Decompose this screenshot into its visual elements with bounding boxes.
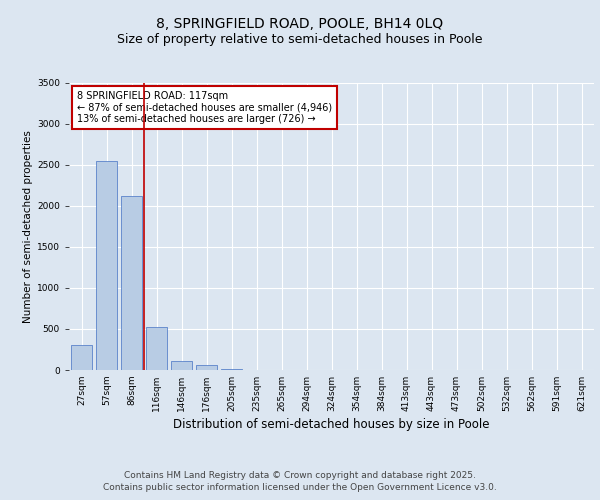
Bar xyxy=(146,328,167,370)
Bar xyxy=(96,160,117,370)
Bar xyxy=(71,346,92,370)
Bar xyxy=(196,365,217,370)
Text: 8 SPRINGFIELD ROAD: 117sqm
← 87% of semi-detached houses are smaller (4,946)
13%: 8 SPRINGFIELD ROAD: 117sqm ← 87% of semi… xyxy=(77,91,332,124)
Bar xyxy=(221,369,242,370)
Bar xyxy=(171,361,192,370)
X-axis label: Distribution of semi-detached houses by size in Poole: Distribution of semi-detached houses by … xyxy=(173,418,490,431)
Text: Size of property relative to semi-detached houses in Poole: Size of property relative to semi-detach… xyxy=(117,32,483,46)
Text: 8, SPRINGFIELD ROAD, POOLE, BH14 0LQ: 8, SPRINGFIELD ROAD, POOLE, BH14 0LQ xyxy=(157,18,443,32)
Text: Contains HM Land Registry data © Crown copyright and database right 2025.
Contai: Contains HM Land Registry data © Crown c… xyxy=(103,471,497,492)
Bar xyxy=(121,196,142,370)
Y-axis label: Number of semi-detached properties: Number of semi-detached properties xyxy=(23,130,33,322)
